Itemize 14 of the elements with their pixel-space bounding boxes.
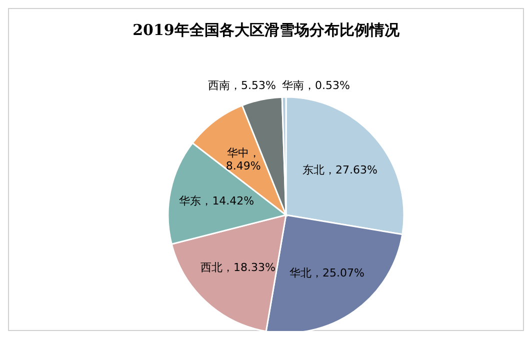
slice-label: 东北 [302, 163, 325, 176]
slice-label: 华东 [179, 194, 202, 208]
data-label: ，27.63% [324, 163, 378, 176]
slice-label: 华中 [226, 146, 249, 160]
slice-label: 华北 [290, 266, 312, 280]
data-label: ，14.42% [201, 194, 254, 208]
data-label: ，18.33% [222, 261, 276, 274]
data-label: ，0.53% [304, 79, 350, 92]
data-label: ，25.07% [312, 266, 364, 280]
slice-label: 华南 [282, 79, 304, 92]
slice-label: 西北 [200, 261, 222, 274]
chart-title: 2019年全国各大区滑雪场分布比例情况 [132, 21, 400, 39]
data-label: ，5.53% [230, 79, 276, 92]
slice-label: 西南 [208, 79, 230, 92]
